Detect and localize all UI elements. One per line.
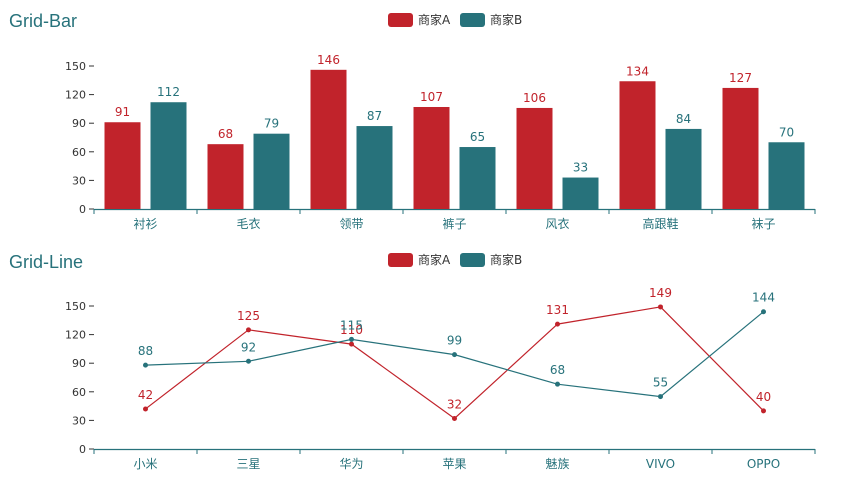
bar-chart-data-label: 84 (676, 112, 691, 126)
bar-chart-data-label: 146 (317, 53, 340, 67)
line-chart-data-label: 42 (138, 388, 153, 402)
line-chart-point-b (555, 381, 560, 387)
line-chart-point-b (246, 358, 251, 364)
line-chart-category-label: 三星 (236, 457, 260, 471)
line-chart-data-label: 40 (756, 390, 771, 404)
line-chart-category-label: OPPO (747, 457, 780, 471)
bar-chart-category-label: 风衣 (545, 216, 569, 231)
bar-chart-ytick-label: 30 (72, 174, 86, 187)
bar-chart-bar-a (722, 87, 759, 209)
line-chart-category-label: 魅族 (545, 456, 569, 471)
bar-chart-bar-b (665, 128, 702, 209)
line-chart-point-a (761, 408, 766, 414)
line-chart-ytick-label: 60 (72, 386, 86, 399)
bar-chart-ytick-label: 0 (79, 203, 86, 216)
bar-chart-category-label: 袜子 (751, 217, 775, 231)
bar-chart-legend-label-1: 商家A (418, 12, 451, 27)
line-chart-point-b (658, 394, 663, 400)
line-chart-legend-swatch-2 (460, 253, 485, 267)
bar-chart-data-label: 134 (626, 64, 649, 78)
line-chart-point-a (452, 415, 457, 421)
bar-chart-legend-swatch-1 (388, 13, 413, 27)
bar-chart-legend-swatch-2 (460, 13, 485, 27)
bar-chart-bar-a (619, 81, 656, 209)
line-chart-point-a (555, 321, 560, 327)
line-chart-data-label: 99 (447, 334, 462, 348)
bar-chart-bar-a (104, 122, 141, 209)
line-chart-category-label: 苹果 (442, 457, 466, 471)
line-chart-data-label: 88 (138, 344, 153, 358)
bar-chart-category-label: 毛衣 (236, 216, 260, 231)
line-chart-data-label: 110 (340, 323, 363, 337)
line-chart-data-label: 55 (653, 376, 668, 390)
bar-chart-category-label: 高跟鞋 (642, 216, 678, 231)
line-chart-ytick-label: 150 (65, 300, 86, 313)
bar-chart-bar-b (562, 177, 599, 209)
line-chart-data-label: 131 (546, 303, 569, 317)
bar-chart-category-label: 衬衫 (133, 217, 157, 231)
line-chart-data-label: 125 (237, 309, 260, 323)
bar-chart-data-label: 68 (218, 127, 233, 141)
line-chart-data-label: 68 (550, 363, 565, 377)
bar-chart-bar-a (207, 144, 244, 209)
line-chart-ytick-label: 120 (65, 329, 86, 342)
line-chart-point-a (143, 406, 148, 412)
bar-chart-title: Grid-Bar (9, 11, 77, 31)
bar-chart-data-label: 33 (573, 161, 588, 175)
line-chart-data-label: 144 (752, 291, 775, 305)
line-chart-legend-label-1: 商家A (418, 252, 451, 267)
bar-chart-data-label: 127 (729, 71, 752, 85)
bar-chart-category-label: 裤子 (442, 217, 466, 231)
bar-chart-bar-b (356, 126, 393, 209)
bar-chart-data-label: 87 (367, 109, 382, 123)
line-chart-point-a (658, 304, 663, 310)
bar-chart-bar-a (310, 69, 347, 210)
line-chart-category-label: 华为 (339, 457, 363, 471)
bar-chart-bar-b (459, 147, 496, 209)
bar-chart-data-label: 79 (264, 117, 279, 131)
bar-chart-bar-b (768, 142, 805, 209)
line-chart-legend-swatch-1 (388, 253, 413, 267)
line-chart-ytick-label: 0 (79, 443, 86, 456)
bar-chart-ytick-label: 60 (72, 146, 86, 159)
line-chart-data-label: 115 (340, 318, 363, 332)
line-chart-title: Grid-Line (9, 252, 83, 272)
line-chart-data-label: 149 (649, 286, 672, 300)
bar-chart-data-label: 65 (470, 130, 485, 144)
line-chart-legend-label-2: 商家B (490, 252, 522, 267)
line-chart-data-label: 92 (241, 340, 256, 354)
line-chart-point-a (349, 341, 354, 347)
line-chart-point-b (143, 362, 148, 368)
line-chart-point-a (246, 327, 251, 333)
bar-chart-data-label: 112 (157, 85, 180, 99)
line-chart-ytick-label: 90 (72, 357, 86, 370)
bar-chart-data-label: 106 (523, 91, 546, 105)
bar-chart-bar-a (413, 106, 450, 209)
bar-chart-category-label: 领带 (339, 217, 363, 231)
line-chart-point-b (349, 336, 354, 342)
bar-chart-data-label: 91 (115, 105, 130, 119)
bar-chart-ytick-label: 150 (65, 60, 86, 73)
bar-chart-ytick-label: 120 (65, 89, 86, 102)
line-chart-data-label: 32 (447, 397, 462, 411)
line-chart-point-b (452, 352, 457, 358)
bar-chart-ytick-label: 90 (72, 117, 86, 130)
bar-chart-legend-label-2: 商家B (490, 12, 522, 27)
bar-chart-bar-b (150, 102, 187, 209)
line-chart-ytick-label: 30 (72, 414, 86, 427)
bar-chart-data-label: 70 (779, 125, 794, 139)
bar-chart-bar-a (516, 107, 553, 209)
line-chart-category-label: 小米 (133, 457, 157, 471)
bar-chart-bar-b (253, 133, 290, 209)
bar-chart-data-label: 107 (420, 90, 443, 104)
line-chart-point-b (761, 309, 766, 315)
line-chart-category-label: VIVO (646, 457, 675, 471)
